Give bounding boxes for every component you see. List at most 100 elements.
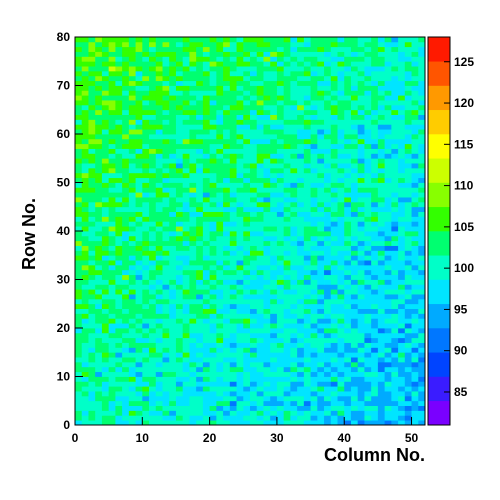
heatmap-cell xyxy=(128,342,136,348)
heatmap-cell xyxy=(108,405,116,411)
heatmap-cell xyxy=(122,420,130,426)
heatmap-cell xyxy=(128,400,136,406)
heatmap-cell xyxy=(324,269,332,276)
heatmap-cell xyxy=(337,134,345,140)
heatmap-cell xyxy=(283,405,291,411)
heatmap-cell xyxy=(236,70,244,77)
heatmap-cell xyxy=(330,279,338,285)
heatmap-cell xyxy=(209,231,217,237)
heatmap-cell xyxy=(344,153,352,159)
z-tick-label: 110 xyxy=(454,179,474,193)
heatmap-cell xyxy=(303,75,311,82)
heatmap-cell xyxy=(135,361,143,368)
heatmap-cell xyxy=(162,192,170,198)
heatmap-cell xyxy=(243,240,251,246)
heatmap-cell xyxy=(162,119,170,125)
heatmap-cell xyxy=(229,153,237,159)
heatmap-cell xyxy=(250,342,258,348)
heatmap-cell xyxy=(122,119,130,125)
heatmap-cell xyxy=(243,294,251,300)
heatmap-cell xyxy=(290,366,298,373)
heatmap-cell xyxy=(276,255,285,261)
heatmap-cell xyxy=(270,119,278,125)
heatmap-cell xyxy=(270,381,278,387)
heatmap-cell xyxy=(377,119,386,125)
heatmap-cell xyxy=(384,410,392,416)
heatmap-cell xyxy=(256,182,264,188)
heatmap-cell xyxy=(142,260,150,266)
heatmap-cell xyxy=(337,129,345,135)
heatmap-cell xyxy=(142,187,150,193)
heatmap-cell xyxy=(202,381,211,387)
heatmap-cell xyxy=(155,66,163,72)
heatmap-cell xyxy=(162,197,170,203)
heatmap-cell xyxy=(330,216,338,222)
heatmap-cell xyxy=(95,216,103,222)
heatmap-cell xyxy=(169,197,177,203)
heatmap-cell xyxy=(276,284,285,290)
heatmap-cell xyxy=(263,289,271,295)
heatmap-cell xyxy=(324,109,332,115)
heatmap-cell xyxy=(149,250,157,256)
heatmap-cell xyxy=(317,41,325,48)
heatmap-cell xyxy=(364,337,372,343)
heatmap-cell xyxy=(404,260,412,266)
heatmap-cell xyxy=(108,66,116,72)
heatmap-cell xyxy=(75,328,83,334)
heatmap-cell xyxy=(155,313,163,319)
heatmap-cell xyxy=(182,318,190,324)
heatmap-cell xyxy=(223,75,231,82)
heatmap-cell xyxy=(350,124,359,130)
heatmap-cell xyxy=(297,80,305,86)
heatmap-cell xyxy=(209,129,217,135)
heatmap-cell xyxy=(236,172,244,179)
heatmap-cell xyxy=(350,143,359,149)
heatmap-cell xyxy=(418,313,426,319)
heatmap-cell xyxy=(81,134,89,140)
heatmap-cell xyxy=(223,240,231,246)
heatmap-cell xyxy=(263,328,271,334)
heatmap-cell xyxy=(216,415,224,421)
heatmap-cell xyxy=(317,56,325,62)
heatmap-cell xyxy=(101,187,110,193)
heatmap-cell xyxy=(189,143,197,149)
heatmap-cell xyxy=(169,264,177,271)
heatmap-cell xyxy=(202,391,211,397)
heatmap-cell xyxy=(418,289,426,295)
heatmap-cell xyxy=(236,347,244,353)
heatmap-cell xyxy=(115,318,123,324)
heatmap-cell xyxy=(310,211,318,217)
heatmap-cell xyxy=(75,100,83,106)
heatmap-cell xyxy=(404,61,412,67)
heatmap-cell xyxy=(310,167,318,174)
heatmap-cell xyxy=(263,352,271,358)
heatmap-cell xyxy=(155,70,163,77)
heatmap-cell xyxy=(297,415,305,421)
heatmap-cell xyxy=(297,342,305,348)
heatmap-cell xyxy=(364,274,372,280)
heatmap-cell xyxy=(263,298,271,305)
heatmap-cell xyxy=(243,158,251,164)
heatmap-cell xyxy=(398,391,406,397)
heatmap-cell xyxy=(209,46,217,52)
heatmap-cell xyxy=(404,361,412,368)
heatmap-cell xyxy=(216,264,224,271)
heatmap-cell xyxy=(377,386,386,392)
heatmap-cell xyxy=(162,134,170,140)
heatmap-cell xyxy=(364,235,372,242)
heatmap-cell xyxy=(418,366,426,373)
heatmap-cell xyxy=(310,245,318,251)
heatmap-cell xyxy=(290,318,298,324)
heatmap-cell xyxy=(202,138,211,145)
heatmap-cell xyxy=(196,104,204,111)
heatmap-cell xyxy=(276,420,285,426)
heatmap-cell xyxy=(250,357,258,363)
heatmap-cell xyxy=(115,201,123,208)
heatmap-cell xyxy=(270,226,278,232)
heatmap-cell xyxy=(75,216,83,222)
heatmap-cell xyxy=(182,134,190,140)
heatmap-cell xyxy=(418,192,426,198)
heatmap-cell xyxy=(75,361,83,368)
heatmap-cell xyxy=(75,85,83,91)
heatmap-cell xyxy=(404,153,412,159)
